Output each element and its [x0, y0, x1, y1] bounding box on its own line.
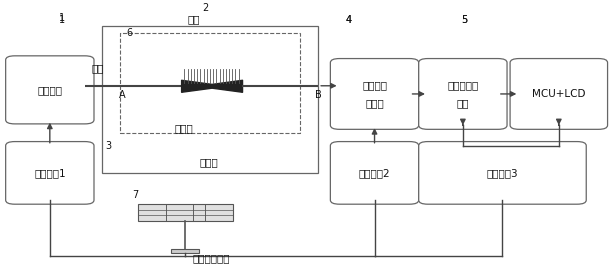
Text: 滴定区: 滴定区 [175, 123, 193, 133]
Text: 1: 1 [59, 13, 65, 23]
Text: A: A [119, 90, 125, 100]
Text: 5: 5 [461, 15, 468, 26]
Bar [120, 33, 300, 133]
Bar [102, 26, 318, 173]
Text: 驱动电路3: 驱动电路3 [487, 168, 518, 178]
FancyBboxPatch shape [330, 142, 419, 204]
Text: 激光光源: 激光光源 [37, 85, 62, 95]
Text: 尾纤: 尾纤 [91, 63, 104, 73]
Text: 驱动电路1: 驱动电路1 [34, 168, 65, 178]
Text: 探针: 探针 [187, 14, 200, 24]
Text: 反应池: 反应池 [199, 157, 218, 167]
Text: 7: 7 [132, 190, 138, 200]
Text: 1: 1 [59, 15, 65, 26]
Text: 驱动电路2: 驱动电路2 [359, 168, 390, 178]
FancyBboxPatch shape [6, 142, 94, 204]
Text: MCU+LCD: MCU+LCD [532, 89, 586, 99]
FancyBboxPatch shape [510, 59, 608, 129]
Text: 6: 6 [126, 28, 132, 38]
Text: 二极管: 二极管 [365, 98, 384, 108]
Text: 3: 3 [105, 141, 111, 151]
Text: 4: 4 [346, 15, 352, 26]
FancyBboxPatch shape [419, 142, 586, 204]
Polygon shape [138, 204, 233, 221]
FancyBboxPatch shape [419, 59, 507, 129]
Polygon shape [171, 249, 200, 253]
Text: 电路: 电路 [457, 98, 469, 108]
FancyBboxPatch shape [6, 56, 94, 124]
FancyBboxPatch shape [330, 59, 419, 129]
Text: 雪崩光敏: 雪崩光敏 [362, 80, 387, 90]
Text: 2: 2 [203, 3, 209, 13]
Text: B: B [315, 90, 321, 100]
Text: 电流转电压: 电流转电压 [447, 80, 479, 90]
Text: 5: 5 [461, 15, 468, 26]
Text: 太阳能采集板: 太阳能采集板 [193, 254, 230, 264]
Text: 4: 4 [346, 15, 352, 26]
